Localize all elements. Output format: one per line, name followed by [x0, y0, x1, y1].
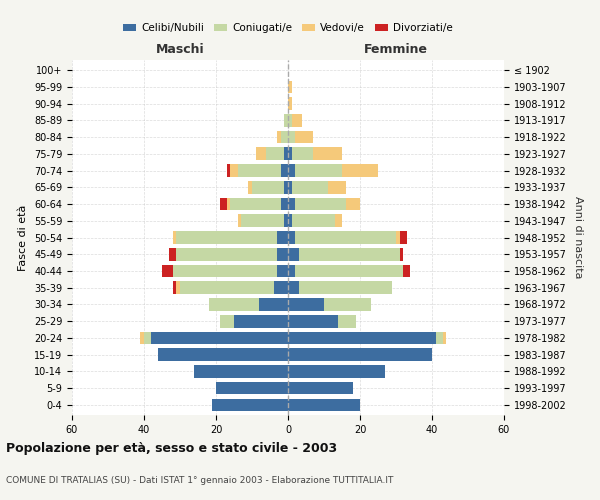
Bar — [324, 298, 371, 311]
Bar — [288, 231, 295, 244]
Bar — [288, 348, 432, 361]
Y-axis label: Anni di nascita: Anni di nascita — [573, 196, 583, 279]
Bar — [162, 264, 173, 278]
Bar — [151, 332, 288, 344]
Bar — [292, 114, 302, 126]
Y-axis label: Fasce di età: Fasce di età — [19, 204, 28, 270]
Bar — [158, 348, 288, 361]
Bar — [256, 148, 266, 160]
Bar — [212, 398, 288, 411]
Bar — [288, 148, 292, 160]
Bar — [299, 248, 400, 260]
Bar — [288, 382, 353, 394]
Bar — [140, 332, 144, 344]
Bar — [277, 264, 288, 278]
Bar — [277, 231, 288, 244]
Legend: Celibi/Nubili, Coniugati/e, Vedovi/e, Divorziati/e: Celibi/Nubili, Coniugati/e, Vedovi/e, Di… — [119, 19, 457, 38]
Text: Maschi: Maschi — [155, 43, 205, 56]
Bar — [338, 315, 356, 328]
Bar — [227, 198, 230, 210]
Bar — [288, 198, 295, 210]
Bar — [295, 130, 313, 143]
Text: COMUNE DI TRATALIAS (SU) - Dati ISTAT 1° gennaio 2003 - Elaborazione TUTTITALIA.: COMUNE DI TRATALIAS (SU) - Dati ISTAT 1°… — [6, 476, 394, 485]
Bar — [292, 148, 313, 160]
Bar — [194, 365, 288, 378]
Bar — [288, 98, 292, 110]
Bar — [241, 214, 284, 227]
Bar — [299, 282, 392, 294]
Bar — [277, 130, 281, 143]
Bar — [277, 248, 288, 260]
Bar — [176, 282, 180, 294]
Text: Femmine: Femmine — [364, 43, 428, 56]
Bar — [288, 264, 295, 278]
Bar — [288, 398, 360, 411]
Bar — [288, 248, 299, 260]
Bar — [335, 214, 342, 227]
Bar — [295, 198, 346, 210]
Bar — [284, 214, 288, 227]
Bar — [436, 332, 443, 344]
Bar — [288, 181, 292, 194]
Bar — [396, 231, 400, 244]
Bar — [169, 248, 176, 260]
Bar — [328, 181, 346, 194]
Bar — [230, 164, 238, 177]
Bar — [292, 214, 335, 227]
Bar — [173, 264, 277, 278]
Bar — [248, 181, 252, 194]
Bar — [288, 282, 299, 294]
Bar — [288, 114, 292, 126]
Bar — [274, 282, 288, 294]
Bar — [284, 114, 288, 126]
Bar — [220, 315, 234, 328]
Bar — [400, 248, 403, 260]
Bar — [288, 130, 295, 143]
Bar — [295, 164, 342, 177]
Bar — [288, 315, 338, 328]
Bar — [266, 148, 284, 160]
Bar — [342, 164, 378, 177]
Bar — [216, 382, 288, 394]
Bar — [288, 298, 324, 311]
Bar — [346, 198, 360, 210]
Bar — [281, 164, 288, 177]
Bar — [227, 164, 230, 177]
Bar — [403, 264, 410, 278]
Bar — [144, 332, 151, 344]
Bar — [234, 315, 288, 328]
Bar — [284, 148, 288, 160]
Bar — [209, 298, 259, 311]
Bar — [288, 80, 292, 93]
Bar — [281, 198, 288, 210]
Bar — [230, 198, 281, 210]
Text: Popolazione per età, sesso e stato civile - 2003: Popolazione per età, sesso e stato civil… — [6, 442, 337, 455]
Bar — [313, 148, 342, 160]
Bar — [288, 214, 292, 227]
Bar — [176, 231, 277, 244]
Bar — [295, 231, 396, 244]
Bar — [443, 332, 446, 344]
Bar — [295, 264, 403, 278]
Bar — [281, 130, 288, 143]
Bar — [220, 198, 227, 210]
Bar — [176, 248, 277, 260]
Bar — [292, 181, 328, 194]
Bar — [173, 231, 176, 244]
Bar — [259, 298, 288, 311]
Bar — [284, 181, 288, 194]
Bar — [180, 282, 274, 294]
Bar — [288, 332, 436, 344]
Bar — [288, 164, 295, 177]
Bar — [173, 282, 176, 294]
Bar — [238, 164, 281, 177]
Bar — [288, 365, 385, 378]
Bar — [252, 181, 284, 194]
Bar — [400, 231, 407, 244]
Bar — [238, 214, 241, 227]
